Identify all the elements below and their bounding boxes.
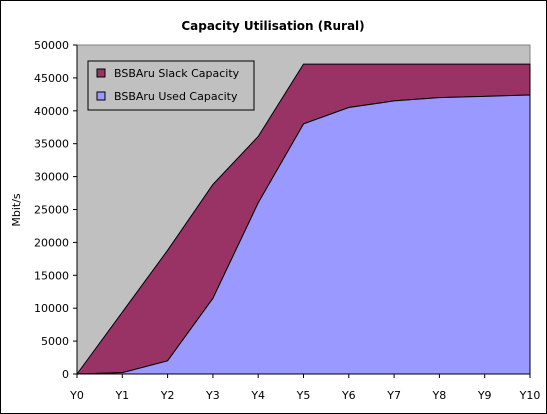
legend-label-used: BSBAru Used Capacity bbox=[114, 90, 238, 103]
y-tick-label: 40000 bbox=[34, 105, 69, 118]
x-tick-label: Y9 bbox=[477, 389, 492, 402]
y-axis-title: Mbit/s bbox=[10, 193, 23, 227]
x-tick-label: Y8 bbox=[432, 389, 447, 402]
y-tick-label: 5000 bbox=[41, 335, 69, 348]
legend-swatch-slack bbox=[96, 68, 106, 78]
x-tick-label: Y5 bbox=[296, 389, 311, 402]
y-tick-label: 45000 bbox=[34, 72, 69, 85]
y-tick-label: 30000 bbox=[34, 171, 69, 184]
chart-title: Capacity Utilisation (Rural) bbox=[181, 19, 364, 33]
x-tick-label: Y0 bbox=[69, 389, 84, 402]
legend-box bbox=[87, 60, 255, 111]
series-area-used-capacity bbox=[76, 94, 531, 375]
x-tick-label: Y4 bbox=[250, 389, 265, 402]
x-tick-label: Y1 bbox=[114, 389, 129, 402]
y-tick-label: 35000 bbox=[34, 138, 69, 151]
y-tick-label: 15000 bbox=[34, 269, 69, 282]
x-tick-label: Y10 bbox=[519, 389, 541, 402]
y-tick-label: 10000 bbox=[34, 302, 69, 315]
x-tick-label: Y7 bbox=[386, 389, 401, 402]
x-tick-label: Y2 bbox=[160, 389, 175, 402]
y-tick-label: 0 bbox=[62, 368, 69, 381]
legend-swatch-used bbox=[96, 91, 106, 101]
x-tick-label: Y3 bbox=[205, 389, 220, 402]
y-tick-label: 50000 bbox=[34, 39, 69, 52]
legend: BSBAru Slack Capacity BSBAru Used Capaci… bbox=[87, 60, 255, 111]
x-tick-label: Y6 bbox=[341, 389, 356, 402]
y-tick-label: 25000 bbox=[34, 204, 69, 217]
legend-label-slack: BSBAru Slack Capacity bbox=[114, 67, 240, 80]
y-tick-label: 20000 bbox=[34, 236, 69, 249]
